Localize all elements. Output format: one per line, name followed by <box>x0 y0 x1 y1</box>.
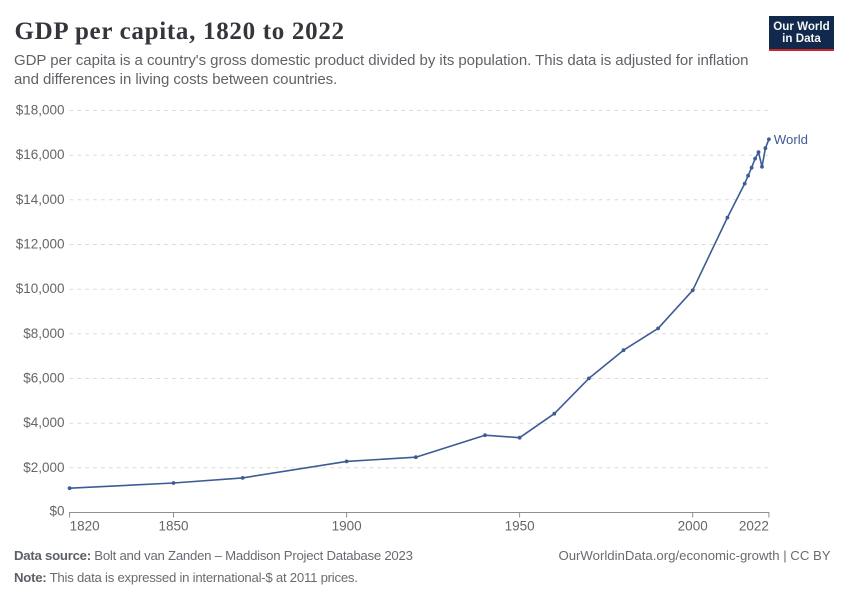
svg-text:2022: 2022 <box>739 519 769 534</box>
svg-text:$4,000: $4,000 <box>23 415 64 430</box>
svg-text:1950: 1950 <box>505 519 535 534</box>
svg-text:$8,000: $8,000 <box>23 326 64 341</box>
svg-text:$12,000: $12,000 <box>16 237 65 252</box>
svg-text:1900: 1900 <box>332 519 362 534</box>
svg-text:$10,000: $10,000 <box>16 281 65 296</box>
svg-text:$14,000: $14,000 <box>16 192 65 207</box>
svg-text:1820: 1820 <box>70 519 100 534</box>
svg-text:$18,000: $18,000 <box>16 103 65 118</box>
svg-text:World: World <box>774 132 808 147</box>
svg-text:2000: 2000 <box>678 519 708 534</box>
svg-text:$6,000: $6,000 <box>23 371 64 386</box>
svg-text:$16,000: $16,000 <box>16 147 65 162</box>
svg-text:1850: 1850 <box>158 519 188 534</box>
svg-text:$0: $0 <box>49 504 64 519</box>
svg-text:$2,000: $2,000 <box>23 460 64 475</box>
